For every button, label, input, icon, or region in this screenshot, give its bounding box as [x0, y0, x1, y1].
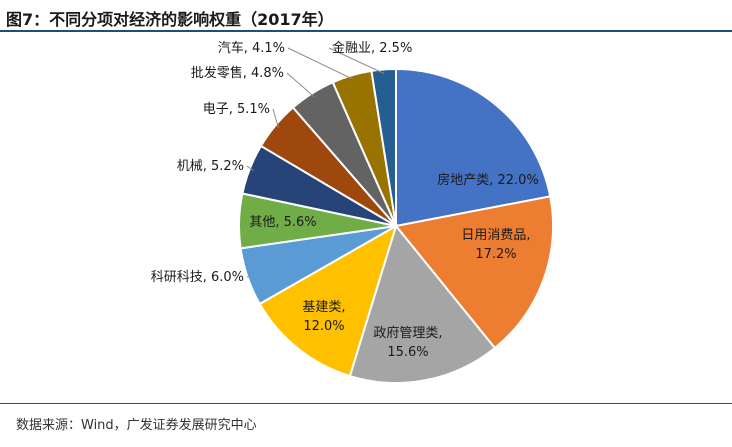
pie-slice-3 [348, 223, 497, 384]
slice-label-9: 批发零售, 4.8% [191, 65, 284, 81]
source-divider [0, 403, 732, 404]
leader-line-8 [272, 108, 279, 129]
slice-label-3: 政府管理类, 15.6% [373, 326, 442, 360]
slice-label-11: 金融业, 2.5% [332, 40, 412, 56]
pie-slice-1 [395, 67, 552, 228]
leader-lines [246, 47, 385, 278]
slice-labels: 房地产类, 22.0% 日用消费品, 17.2% 政府管理类, 15.6% 基建类, 12.… [151, 40, 539, 360]
leader-line-10 [287, 47, 354, 80]
source-note: 数据来源：Wind，广发证券发展研究中心 [16, 418, 257, 433]
slice-label-1: 房地产类, 22.0% [437, 172, 539, 188]
pie-slice-4 [258, 223, 398, 378]
slice-label-4: 基建类, 12.0% [302, 300, 345, 334]
slice-label-10: 汽车, 4.1% [218, 40, 285, 56]
slice-label-8: 电子, 5.1% [203, 102, 270, 117]
pie-slice-2 [394, 195, 555, 350]
slice-label-2: 日用消费品, 17.2% [461, 228, 530, 262]
leader-line-7 [246, 165, 254, 171]
slice-label-7: 机械, 5.2% [177, 159, 244, 174]
leader-line-9 [286, 72, 315, 98]
leader-line-11 [328, 47, 385, 74]
title-divider [0, 30, 732, 32]
pie-slices [238, 67, 555, 384]
pie-slice-11 [370, 67, 397, 227]
leader-line-5 [246, 275, 252, 278]
slice-label-6: 其他, 5.6% [249, 215, 316, 230]
figure-title: 图7：不同分项对经济的影响权重（2017年） [6, 10, 334, 29]
slice-label-5: 科研科技, 6.0% [151, 270, 244, 285]
